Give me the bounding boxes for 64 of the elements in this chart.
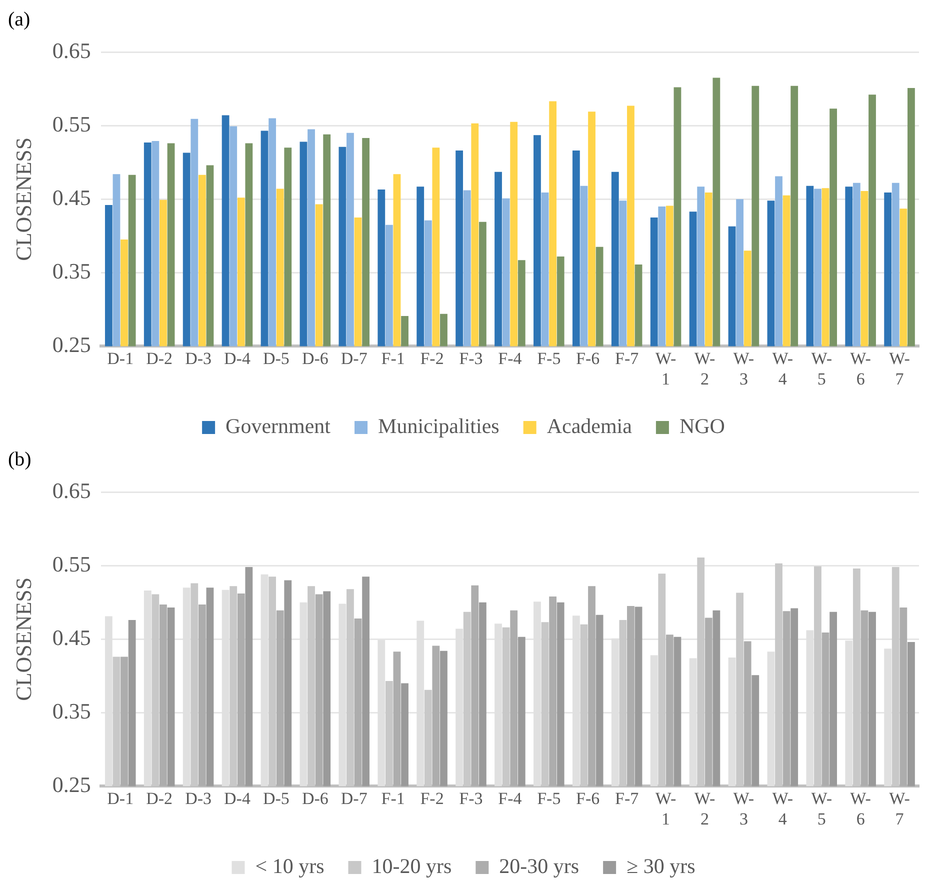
legend-label: Government: [226, 414, 331, 438]
x-tick-label: F-4: [498, 348, 522, 368]
x-tick-label: D-6: [302, 788, 328, 808]
legend-label: 20-30 yrs: [499, 854, 580, 878]
x-tick-label: F-7: [615, 348, 640, 368]
x-tick-label: W-4: [772, 788, 794, 828]
x-tick-label: W-4: [772, 348, 794, 388]
x-tick-label: D-5: [262, 788, 290, 808]
x-tick-label: F-1: [381, 788, 405, 808]
x-tick-label: F-3: [459, 788, 483, 808]
y-tick-label: 0.35: [52, 258, 91, 284]
x-tick-label: D-2: [146, 348, 173, 368]
x-tick-label: D-2: [146, 788, 173, 808]
chart-title: (b): [8, 448, 32, 470]
legend-label: NGO: [679, 414, 725, 438]
x-tick-label: D-4: [224, 788, 251, 808]
legend-label: Municipalities: [378, 414, 500, 438]
x-tick-label: D-6: [302, 348, 328, 368]
y-tick-label: 0.55: [52, 551, 91, 576]
x-tick-label: D-3: [185, 788, 212, 808]
x-tick-label: W-5: [811, 788, 832, 828]
x-tick-label: W-7: [889, 348, 910, 388]
x-tick-label: D-4: [224, 348, 251, 368]
x-tick-label: W-2: [694, 348, 716, 388]
x-tick-label: D-1: [107, 348, 134, 368]
x-tick-label: W-5: [811, 348, 832, 388]
x-tick-label: W-3: [733, 788, 754, 828]
x-tick-label: F-4: [498, 788, 522, 808]
y-axis-title: CLOSENESS: [10, 137, 36, 261]
x-tick-label: W-2: [694, 788, 716, 828]
x-tick-label: D-1: [107, 788, 134, 808]
x-tick-label: F-3: [459, 348, 483, 368]
y-tick-label: 0.65: [52, 478, 91, 503]
legend-label: < 10 yrs: [255, 854, 324, 878]
y-tick-label: 0.45: [52, 184, 91, 210]
x-tick-label: F-2: [420, 788, 444, 808]
x-tick-label: F-1: [381, 348, 405, 368]
x-tick-label: W-1: [655, 788, 676, 828]
x-tick-label: F-2: [420, 348, 444, 368]
y-tick-label: 0.55: [52, 111, 91, 136]
x-tick-label: W-3: [733, 348, 754, 388]
y-tick-label: 0.25: [52, 332, 91, 357]
y-tick-label: 0.25: [52, 772, 91, 797]
x-tick-label: W-1: [655, 348, 676, 388]
x-tick-label: F-7: [615, 788, 640, 808]
x-tick-label: D-7: [340, 788, 368, 808]
y-tick-label: 0.65: [52, 38, 91, 63]
x-tick-label: F-6: [576, 348, 600, 368]
legend-label: ≥ 30 yrs: [626, 854, 696, 878]
chart-title: (a): [8, 8, 30, 30]
x-tick-label: W-7: [889, 788, 910, 828]
legend-label: 10-20 yrs: [372, 854, 452, 878]
legend-label: Academia: [546, 414, 633, 438]
x-tick-label: F-5: [537, 348, 561, 368]
x-tick-label: W-6: [850, 788, 872, 828]
x-tick-label: D-3: [185, 348, 212, 368]
y-tick-label: 0.45: [52, 624, 91, 650]
x-tick-label: F-6: [576, 788, 600, 808]
x-tick-label: D-5: [262, 348, 290, 368]
x-tick-label: F-5: [537, 788, 561, 808]
x-tick-label: W-6: [850, 348, 872, 388]
x-tick-label: D-7: [340, 348, 368, 368]
y-tick-label: 0.35: [52, 698, 91, 724]
y-axis-title: CLOSENESS: [10, 577, 36, 701]
